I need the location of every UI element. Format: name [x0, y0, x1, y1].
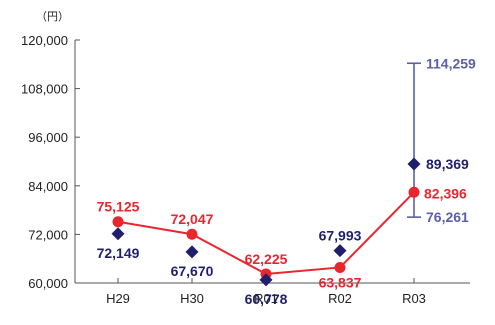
- series-line-data-label: 63,837: [319, 274, 362, 290]
- series-line-point: [187, 229, 198, 240]
- y-tick-label: 72,000: [28, 227, 68, 242]
- series-diamond-data-label: 89,369: [426, 156, 469, 172]
- series-line-point: [409, 187, 420, 198]
- series-line-data-label: 62,225: [245, 251, 288, 267]
- y-tick-label: 96,000: [28, 130, 68, 145]
- y-tick-label: 120,000: [21, 33, 68, 48]
- series-line-point: [113, 216, 124, 227]
- series-diamond-point: [112, 227, 125, 240]
- series-diamond-data-label: 60,778: [245, 291, 288, 307]
- data-labels-group: 75,125 72,047 62,225 63,837 82,396 72,149 67,6…: [97, 55, 476, 307]
- series-line-data-label: 72,047: [171, 211, 214, 227]
- series-diamond-point: [334, 244, 347, 257]
- y-tick-label: 60,000: [28, 276, 68, 291]
- x-tick-label: R02: [328, 291, 352, 306]
- x-tick-label: R03: [402, 291, 426, 306]
- series-line-point: [335, 262, 346, 273]
- x-tick-label: H29: [106, 291, 130, 306]
- series-diamond-point: [186, 245, 199, 258]
- series-diamond-group: [112, 158, 421, 287]
- series-diamond-point: [408, 158, 421, 171]
- y-unit-label: （円）: [36, 10, 69, 23]
- range-high-label: 114,259: [426, 55, 476, 71]
- series-line-data-label: 82,396: [424, 185, 467, 201]
- y-tick-label: 108,000: [21, 82, 68, 97]
- range-low-label: 76,261: [426, 209, 469, 225]
- y-tick-label: 84,000: [28, 179, 68, 194]
- y-axis-ticks: 60,000 72,000 84,000 96,000 108,000 120,000: [21, 33, 80, 291]
- series-diamond-data-label: 72,149: [97, 245, 140, 261]
- x-tick-label: H30: [180, 291, 204, 306]
- series-diamond-data-label: 67,993: [319, 228, 362, 244]
- series-diamond-data-label: 67,670: [171, 263, 214, 279]
- series-line-data-label: 75,125: [97, 199, 140, 215]
